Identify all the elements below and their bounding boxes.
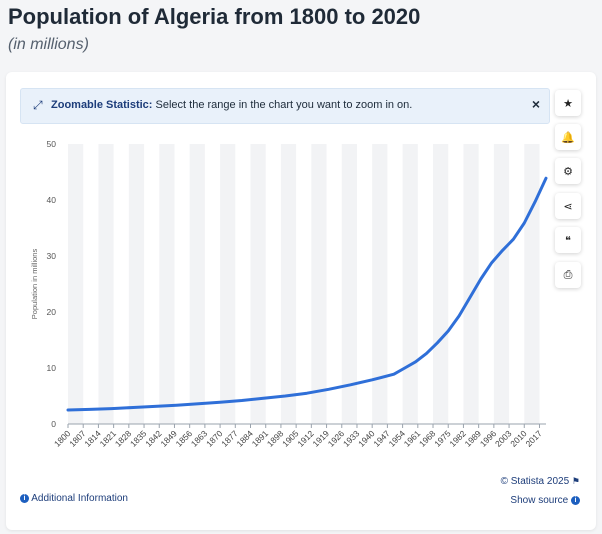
y-axis-label: Population in millions [30,249,39,320]
additional-info-link[interactable]: i Additional Information [20,493,128,504]
grid-band [68,144,84,424]
copyright-label: © Statista 2025 [500,476,570,487]
grid-band [159,144,175,424]
zoom-banner: ⤢ Zoomable Statistic: Select the range i… [20,88,550,124]
grid-band [250,144,266,424]
x-tick-label: 2017 [523,428,544,449]
page-title: Population of Algeria from 1800 to 2020 [8,4,421,29]
show-source-link[interactable]: Show source i [510,495,580,506]
show-source-label: Show source [510,495,569,506]
grid-band [341,144,357,424]
grid-band [220,144,236,424]
info-icon: i [20,493,29,503]
y-tick-label: 50 [47,139,57,149]
star-icon[interactable]: ★ [555,90,581,116]
y-tick-label: 20 [47,307,57,317]
zoom-banner-label: Zoomable Statistic: [51,99,153,111]
y-tick-label: 10 [47,363,57,373]
close-icon[interactable]: × [531,96,540,112]
copyright[interactable]: © Statista 2025 ⚑ [501,476,580,487]
grid-band [189,144,205,424]
y-tick-label: 0 [51,419,56,429]
quote-icon[interactable]: ❝ [555,227,581,253]
grid-band [433,144,449,424]
grid-band [280,144,297,424]
additional-info-label: Additional Information [31,493,128,504]
print-icon[interactable]: ⎙ [555,262,581,288]
grid-band [402,144,418,424]
grid-band [311,144,327,424]
series-line [66,176,548,412]
grid-band [98,144,114,424]
page-subtitle: (in millions) [8,36,89,53]
gear-icon[interactable]: ⚙ [555,158,581,184]
bell-icon[interactable]: 🔔 [555,124,581,150]
grid-band [463,144,479,424]
y-tick-label: 30 [47,251,57,261]
flag-icon: ⚑ [571,476,580,486]
zoom-banner-message: Select the range in the chart you want t… [155,99,413,111]
grid-band [372,144,388,424]
expand-icon: ⤢ [33,98,43,112]
share-icon[interactable]: ⋖ [555,193,581,219]
y-tick-label: 40 [47,195,57,205]
grid-band [493,144,510,424]
grid-band [524,144,540,424]
zoom-banner-text: Zoomable Statistic: Select the range in … [51,99,412,111]
grid-band [128,144,145,424]
info-icon: i [571,495,580,505]
